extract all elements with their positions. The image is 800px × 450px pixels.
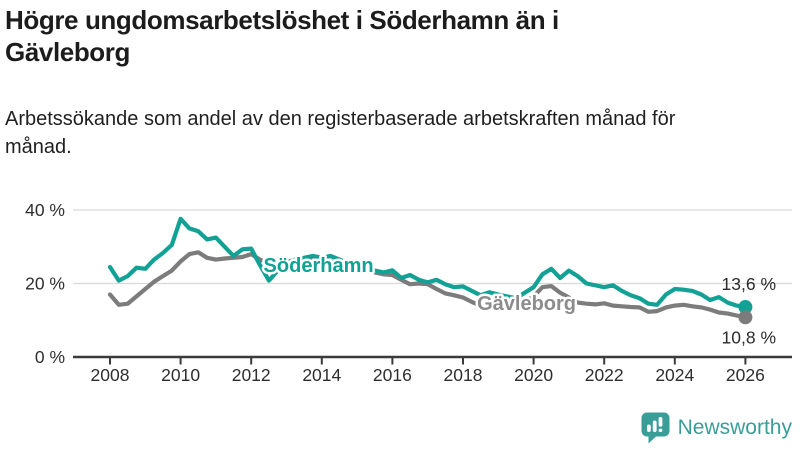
x-tick-label: 2026 [726,365,765,385]
series-label-söderhamn: Söderhamn [264,255,374,277]
x-tick-label: 2024 [655,365,694,385]
end-dot-söderhamn [738,300,753,315]
chart-subtitle: Arbetssökande som andel av den registerb… [5,108,676,159]
newsworthy-logo: Newsworthy [640,411,792,444]
chart-header: Högre ungdomsarbetslöshet i Söderhamn än… [5,4,695,162]
x-tick-label: 2018 [444,365,483,385]
brand-name: Newsworthy [677,415,792,439]
end-dot-gävleborg [738,310,753,325]
x-tick-label: 2014 [302,365,341,385]
end-value-label-gävleborg: 10,8 % [722,327,776,347]
y-tick-label: 20 % [25,274,65,294]
series-line-gävleborg [107,250,748,320]
x-tick-label: 2022 [585,365,624,385]
y-tick-label: 0 % [35,347,65,367]
series-label-gävleborg: Gävleborg [477,293,576,315]
x-tick-label: 2020 [514,365,553,385]
x-tick-label: 2008 [91,365,130,385]
end-value-label-söderhamn: 13,6 % [722,274,776,294]
bar-chart-bubble-icon [641,412,670,444]
y-tick-label: 40 % [25,200,65,220]
x-tick-label: 2012 [232,365,271,385]
x-tick-label: 2016 [373,365,412,385]
series-line-söderhamn [107,216,748,310]
x-tick-label: 2010 [161,365,200,385]
page-title: Högre ungdomsarbetslöshet i Söderhamn än… [5,5,559,68]
